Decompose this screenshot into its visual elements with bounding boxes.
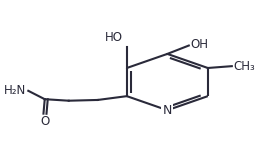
Text: CH₃: CH₃ <box>233 60 255 73</box>
Text: HO: HO <box>105 31 123 44</box>
Text: N: N <box>163 104 172 117</box>
Text: OH: OH <box>190 38 208 51</box>
Text: H₂N: H₂N <box>4 84 26 97</box>
Text: O: O <box>40 115 49 128</box>
